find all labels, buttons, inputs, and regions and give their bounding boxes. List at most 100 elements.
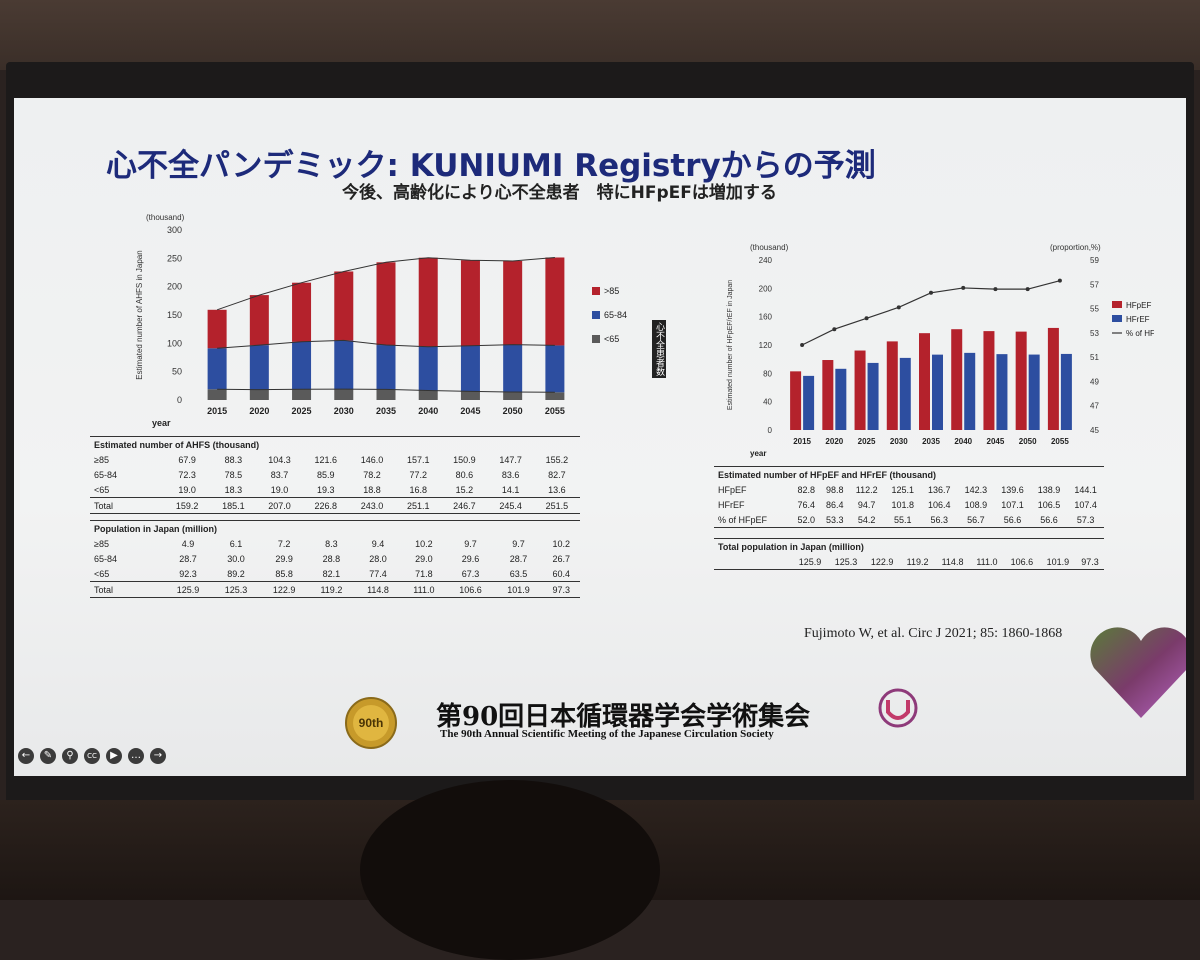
- table-cell: 10.2: [552, 538, 571, 549]
- bar-hfpef: [886, 341, 898, 430]
- bar-segment-65-84: [207, 348, 227, 390]
- table-cell: 83.6: [501, 469, 520, 480]
- table-cell: 106.4: [928, 499, 951, 510]
- table-cell: 146.0: [360, 454, 384, 465]
- table-cell: 114.8: [935, 554, 970, 570]
- citation: Fujimoto W, et al. Circ J 2021; 85: 1860…: [804, 626, 1063, 641]
- row-label: <65: [94, 568, 110, 579]
- hfpef-percent-point: [864, 316, 869, 321]
- x-tick-label: 2015: [207, 406, 227, 416]
- table-cell: 71.8: [415, 568, 433, 579]
- table-cell: 107.1: [1001, 499, 1024, 510]
- table-cell: 13.6: [548, 484, 566, 495]
- table-cell: 18.8: [363, 484, 381, 495]
- table-cell: 159.2: [164, 497, 211, 514]
- table-cell: 85.9: [317, 469, 335, 480]
- table-cell: 111.0: [401, 581, 447, 598]
- table-cell: 26.7: [552, 553, 571, 564]
- y2-tick-label: 51: [1090, 353, 1099, 362]
- table-cell: 72.3: [178, 469, 196, 480]
- y-tick-label: 40: [763, 398, 772, 407]
- table-cell: 28.7: [509, 553, 528, 564]
- back-icon[interactable]: ←: [18, 748, 34, 764]
- bar-segment-65-84: [334, 340, 354, 390]
- x-axis-title: year: [750, 449, 766, 458]
- bar-segment-85: [292, 282, 312, 342]
- table-cell: 101.8: [891, 499, 914, 510]
- zoom-icon[interactable]: ⚲: [62, 748, 78, 764]
- table-cell: 125.1: [891, 484, 914, 495]
- y-tick-label: 50: [172, 367, 182, 377]
- legend-swatch: [1112, 315, 1122, 322]
- y-axis-title: Estimated number of AHFS in Japan: [135, 250, 144, 379]
- x-tick-label: 2050: [1019, 437, 1037, 446]
- bar-segment-65-84: [503, 344, 523, 393]
- table-cell: 88.3: [224, 454, 243, 465]
- y-tick-label: 250: [167, 253, 182, 263]
- cc-icon[interactable]: CC: [84, 748, 100, 764]
- table-cell: 9.7: [512, 538, 525, 549]
- table-cell: 28.7: [179, 553, 197, 564]
- bar-segment-85: [249, 295, 269, 346]
- x-tick-label: 2015: [793, 437, 811, 446]
- next-icon[interactable]: →: [150, 748, 166, 764]
- bar-segment-65-84: [376, 345, 396, 390]
- hfpef-percent-point: [1057, 278, 1062, 283]
- table-cell: 108.9: [964, 499, 988, 510]
- table-cell: 157.1: [406, 454, 430, 465]
- table-cell: 98.8: [825, 484, 844, 495]
- table-cell: 28.8: [322, 553, 341, 564]
- x-tick-label: 2035: [922, 437, 940, 446]
- x-tick-label: 2045: [460, 406, 480, 416]
- bar-hfref: [835, 368, 847, 430]
- y-tick-label: 160: [759, 313, 773, 322]
- x-axis-title: year: [152, 418, 171, 428]
- y-tick-label: 240: [759, 256, 773, 265]
- table-cell: 85.8: [275, 568, 293, 579]
- row-label: Total: [90, 581, 164, 598]
- badge-text: 90th: [359, 716, 384, 730]
- table-cell: 125.3: [212, 581, 261, 598]
- table-cell: 18.3: [224, 484, 243, 495]
- table-row: <65 92.3 89.2 85.8 82.1 77.4 71.8 67.3 63.5 60.4: [90, 566, 580, 582]
- table-cell: 15.2: [455, 484, 474, 495]
- pen-icon[interactable]: ✎: [40, 748, 56, 764]
- bar-hfref: [803, 375, 815, 430]
- bar-segment-85: [207, 309, 227, 349]
- table-cell: 67.9: [178, 454, 196, 465]
- x-tick-label: 2025: [858, 437, 876, 446]
- table-row: ≥85 4.9 6.1 7.2 8.3 9.4 10.2 9.7 9.7 10.2: [90, 536, 580, 551]
- table-cell: 89.2: [227, 568, 245, 579]
- bar-segment-65: [418, 390, 438, 400]
- table-section-header: Population in Japan (million): [90, 520, 580, 536]
- y-tick-label: 120: [759, 341, 773, 350]
- bar-segment-65: [334, 389, 354, 400]
- row-label: Total: [90, 497, 164, 514]
- bar-hfpef: [951, 329, 963, 430]
- table-cell: 14.1: [501, 484, 520, 495]
- table-cell: 246.7: [441, 497, 488, 514]
- table-cell: 82.7: [548, 469, 566, 480]
- table-section-header: Total population in Japan (million): [714, 538, 1104, 554]
- table-cell: 16.8: [409, 484, 427, 495]
- table-cell: 76.4: [797, 499, 815, 510]
- x-tick-label: 2030: [890, 437, 908, 446]
- more-icon[interactable]: …: [128, 748, 144, 764]
- bar-hfref: [996, 354, 1008, 430]
- table-cell: 125.9: [164, 581, 213, 598]
- table-cell: 77.2: [409, 469, 427, 480]
- table-cell: 19.0: [270, 484, 289, 495]
- table-cell: 30.0: [227, 553, 245, 564]
- table-cell: 56.6: [994, 512, 1031, 528]
- video-icon[interactable]: ▶: [106, 748, 122, 764]
- bar-segment-65: [292, 389, 312, 400]
- table-cell: 56.7: [957, 512, 995, 528]
- table-cell: 122.9: [864, 554, 901, 570]
- table-cell: 54.2: [848, 512, 885, 528]
- row-label: % of HFpEF: [714, 512, 792, 528]
- bar-segment-65: [460, 391, 480, 400]
- table-cell: 107.4: [1074, 499, 1097, 510]
- table-cell: 97.3: [542, 581, 580, 598]
- bar-segment-65: [376, 389, 396, 400]
- table-cell: 125.3: [828, 554, 865, 570]
